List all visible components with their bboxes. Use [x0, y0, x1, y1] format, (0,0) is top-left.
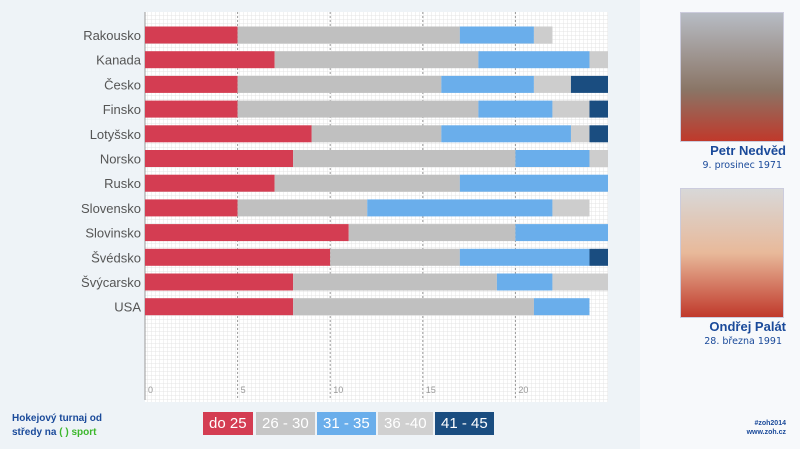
category-label: Švédsko — [91, 250, 141, 265]
x-tick-label: 10 — [333, 385, 343, 395]
bar-segment — [589, 100, 608, 118]
player-date-1: 9. prosinec 1971 — [702, 160, 783, 171]
bar-segment — [145, 298, 294, 316]
bar-segment — [589, 248, 608, 266]
bar-segment — [459, 26, 534, 44]
stacked-bar-chart: Rakousko Kanada Česko Finsko Lotyšsko Norsko R… — [81, 12, 608, 402]
bar-segment — [237, 26, 460, 44]
bar-segment — [274, 174, 460, 192]
category-label: Rakousko — [83, 28, 141, 43]
category-label: Lotyšsko — [90, 127, 141, 142]
bar-segment — [330, 248, 460, 266]
bar-segment — [552, 100, 590, 118]
bar-segment — [145, 51, 275, 69]
bar-segment — [589, 150, 608, 167]
bar-segment — [145, 75, 238, 93]
bar-segment — [478, 51, 590, 69]
bar-segment — [459, 248, 590, 266]
bar-segment — [589, 51, 608, 69]
bar-segment — [348, 224, 516, 242]
footer-line2: středy na — [12, 427, 57, 438]
bar-segment — [293, 298, 534, 316]
bar-segment — [441, 75, 534, 93]
category-label: Česko — [104, 77, 141, 92]
legend-item: do 25 — [203, 412, 253, 435]
legend-item: 41 - 45 — [435, 412, 494, 435]
bar-segment — [459, 174, 608, 192]
sport-logo: ( ) sport — [59, 427, 97, 438]
bar-segment — [293, 273, 497, 291]
bar-segment — [552, 199, 590, 217]
x-tick-label: 5 — [241, 385, 246, 395]
bar-segment — [145, 199, 238, 217]
footer-line1: Hokejový turnaj od — [12, 413, 103, 424]
website: www.zoh.cz — [746, 429, 786, 436]
bar-segment — [589, 125, 608, 143]
bar-segment — [496, 273, 553, 291]
bar-segment — [145, 273, 294, 291]
bar-segment — [237, 199, 368, 217]
category-label: Slovinsko — [85, 226, 141, 241]
bar-segment — [515, 224, 608, 242]
bar-segment — [237, 75, 442, 93]
category-label: Slovensko — [81, 201, 141, 216]
category-label: Finsko — [103, 102, 141, 117]
x-tick-label: 15 — [426, 385, 436, 395]
category-label: Norsko — [100, 152, 141, 167]
bar-segment — [478, 100, 553, 118]
player-photo-1 — [680, 12, 784, 142]
bar-segment — [441, 125, 571, 143]
bar-segment — [145, 150, 294, 167]
player-name-1: Petr Nedvěd — [710, 143, 786, 158]
bar-segment — [145, 248, 331, 266]
bar-segment — [533, 298, 590, 316]
bar-segment — [367, 199, 553, 217]
category-label: Rusko — [104, 176, 141, 191]
legend-item: 36 -40 — [378, 412, 433, 435]
bar-segment — [570, 125, 590, 143]
bar-segment — [145, 174, 275, 192]
legend-item: 26 - 30 — [256, 412, 315, 435]
bar-segment — [533, 26, 553, 44]
bar-segment — [515, 150, 590, 167]
category-label: USA — [114, 300, 141, 315]
legend-item: 31 - 35 — [317, 412, 376, 435]
x-tick-label: 20 — [518, 385, 528, 395]
bar-segment — [293, 150, 516, 167]
x-tick-label: 0 — [148, 385, 153, 395]
bar-segment — [237, 100, 479, 118]
bar-segment — [533, 75, 571, 93]
bar-segment — [145, 100, 238, 118]
bar-segment — [552, 273, 608, 291]
player-photo-2 — [680, 188, 784, 318]
bar-segment — [570, 75, 608, 93]
category-label: Švýcarsko — [81, 275, 141, 290]
player-name-2: Ondřej Palát — [709, 319, 786, 334]
bar-segment — [311, 125, 442, 143]
player-date-2: 28. března 1991 — [704, 336, 782, 347]
bar-segment — [145, 224, 349, 242]
category-label: Kanada — [96, 53, 142, 68]
bar-segment — [145, 26, 238, 44]
bar-segment — [274, 51, 479, 69]
bar-segment — [145, 125, 312, 143]
hashtag: #zoh2014 — [754, 420, 786, 427]
